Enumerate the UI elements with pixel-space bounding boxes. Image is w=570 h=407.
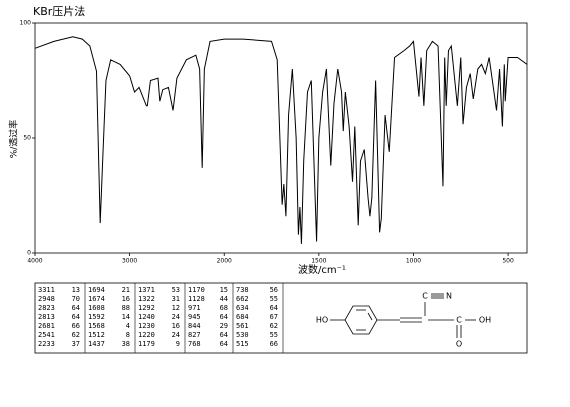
chart-title: KBr压片法 — [33, 4, 85, 18]
table-cell: 55 — [270, 331, 278, 339]
table-cell: 9 — [176, 340, 180, 348]
x-tick-label: 500 — [502, 258, 514, 265]
structure-labels: HO C N C OH O — [316, 292, 491, 349]
table-cell: 1512 — [88, 331, 105, 339]
table-cell: 12 — [172, 304, 180, 312]
table-cell: 1230 — [138, 322, 155, 330]
table-cell: 1220 — [138, 331, 155, 339]
table-cell: 1179 — [138, 340, 155, 348]
table-cell: 88 — [122, 304, 130, 312]
table-cell: 662 — [236, 295, 249, 303]
table-cell: 1694 — [88, 286, 105, 294]
table-cell: 1240 — [138, 313, 155, 321]
table-cell: 64 — [270, 304, 278, 312]
atom-label: OH — [479, 316, 491, 325]
table-cell: 13 — [72, 286, 80, 294]
table-cell: 21 — [122, 286, 130, 294]
table-lines — [84, 283, 284, 353]
table-cell: 62 — [72, 331, 80, 339]
table-cell: 38 — [122, 340, 130, 348]
table-cell: 844 — [188, 322, 201, 330]
table-cell: 64 — [72, 313, 80, 321]
table-cell: 1608 — [88, 304, 105, 312]
table-cell: 738 — [236, 286, 249, 294]
table-cell: 44 — [220, 295, 228, 303]
table-cell: 70 — [72, 295, 80, 303]
table-cell: 64 — [220, 340, 228, 348]
table-cell: 64 — [220, 313, 228, 321]
x-tick-label: 4000 — [27, 258, 42, 265]
atom-label: N — [446, 292, 452, 301]
structure-bonds — [330, 293, 476, 338]
x-tick-label: 1500 — [311, 258, 326, 265]
table-cell: 1371 — [138, 286, 155, 294]
table-cell: 945 — [188, 313, 201, 321]
table-cell: 684 — [236, 313, 249, 321]
table-cell: 66 — [72, 322, 80, 330]
table-cell: 2541 — [38, 331, 55, 339]
table-cell: 2233 — [38, 340, 55, 348]
x-tick-label: 3000 — [122, 258, 137, 265]
table-cell: 64 — [220, 331, 228, 339]
table-cell: 971 — [188, 304, 201, 312]
x-axis-label: 波数/cm⁻¹ — [298, 263, 346, 276]
table-cell: 66 — [270, 340, 278, 348]
table-cell: 1592 — [88, 313, 105, 321]
table-cell: 1568 — [88, 322, 105, 330]
atom-label: O — [456, 340, 462, 349]
atom-label: HO — [316, 316, 328, 325]
table-cell: 29 — [220, 322, 228, 330]
table-cell: 2823 — [38, 304, 55, 312]
table-cell: 1170 — [188, 286, 205, 294]
table-cell: 68 — [220, 304, 228, 312]
table-cell: 14 — [122, 313, 130, 321]
table-cell: 55 — [270, 295, 278, 303]
table-cell: 827 — [188, 331, 201, 339]
atom-label: C — [422, 292, 428, 301]
table-cell: 31 — [172, 295, 180, 303]
table-cell: 1674 — [88, 295, 105, 303]
table-cell: 2813 — [38, 313, 55, 321]
y-tick-label: 100 — [20, 20, 32, 27]
table-cell: 561 — [236, 322, 249, 330]
table-cell: 67 — [270, 313, 278, 321]
spectrum-line — [34, 36, 528, 244]
y-tick-label: 0 — [27, 250, 31, 257]
table-cell: 4 — [126, 322, 130, 330]
table-cell: 24 — [172, 331, 180, 339]
y-tick-label: 50 — [23, 135, 31, 142]
table-cell: 1292 — [138, 304, 155, 312]
table-cell: 53 — [172, 286, 180, 294]
table-cell: 768 — [188, 340, 201, 348]
table-cell: 530 — [236, 331, 249, 339]
table-cell: 1322 — [138, 295, 155, 303]
atom-label: C — [456, 316, 462, 325]
table-cell: 1128 — [188, 295, 205, 303]
table-cell: 56 — [270, 286, 278, 294]
table-frame — [34, 282, 528, 354]
table-cell: 64 — [72, 304, 80, 312]
table-cell: 1437 — [88, 340, 105, 348]
x-tick-label: 1000 — [406, 258, 421, 265]
table-cell: 24 — [172, 313, 180, 321]
table-cell: 3311 — [38, 286, 55, 294]
table-cell: 2681 — [38, 322, 55, 330]
table-cell: 16 — [122, 295, 130, 303]
x-tick-label: 2000 — [217, 258, 232, 265]
table-cell: 2948 — [38, 295, 55, 303]
y-axis-label: %/透过率 — [8, 120, 20, 159]
table-cell: 15 — [220, 286, 228, 294]
table-cell: 8 — [126, 331, 130, 339]
table-cell: 515 — [236, 340, 249, 348]
table-cell: 37 — [72, 340, 80, 348]
table-cell: 634 — [236, 304, 249, 312]
table-cell: 62 — [270, 322, 278, 330]
table-cell: 16 — [172, 322, 180, 330]
plot-frame — [34, 22, 528, 254]
